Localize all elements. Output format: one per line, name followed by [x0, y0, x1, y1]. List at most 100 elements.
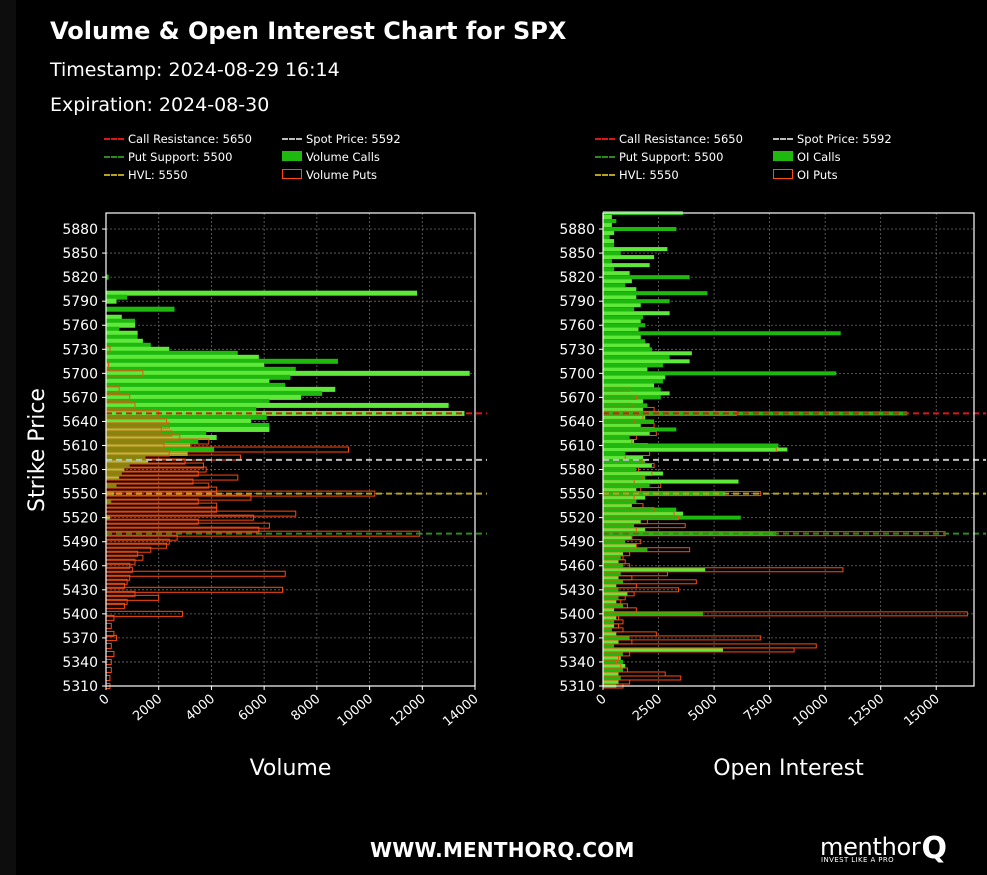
call-bar [106, 455, 146, 461]
call-bar [106, 463, 130, 469]
call-bar [106, 294, 128, 300]
y-tick-label: 5820 [559, 270, 595, 286]
call-bar [603, 623, 615, 628]
call-bar [603, 507, 677, 512]
call-bar [603, 591, 628, 596]
call-bar [603, 251, 621, 256]
y-tick-label: 5610 [559, 438, 595, 454]
x-tick-label: 10000 [335, 692, 376, 730]
call-bar [603, 563, 623, 568]
y-tick-label: 5670 [62, 390, 98, 406]
call-bar [603, 583, 617, 588]
y-tick-label: 5430 [62, 583, 98, 599]
x-tick-label: 12500 [846, 692, 887, 730]
y-tick-label: 5340 [62, 655, 98, 671]
call-bar [603, 359, 690, 364]
call-bar [106, 362, 265, 368]
call-bar [603, 675, 621, 680]
call-bar [603, 227, 677, 232]
call-bar [106, 378, 270, 384]
call-bar [603, 459, 646, 464]
call-bar [603, 383, 655, 388]
call-bar [603, 559, 619, 564]
call-bar [603, 323, 646, 328]
call-bar [106, 322, 135, 328]
call-bar [106, 430, 207, 436]
call-bar [106, 402, 449, 408]
call-bar [603, 339, 646, 344]
y-tick-label: 5580 [62, 463, 98, 479]
call-bar [603, 355, 670, 360]
call-bar [603, 531, 777, 536]
call-bar [106, 471, 122, 477]
call-bar [106, 382, 286, 388]
dashed-line-icon [773, 138, 793, 140]
expiration-label: Expiration: 2024-08-30 [50, 94, 270, 116]
call-bar [603, 663, 626, 668]
x-tick-label: 7500 [741, 692, 776, 725]
call-bar [603, 667, 623, 672]
call-bar [603, 487, 637, 492]
call-bar [603, 579, 623, 584]
call-bar [106, 342, 151, 348]
call-bar [603, 527, 646, 532]
call-bar [603, 631, 617, 636]
call-bar [603, 379, 663, 384]
call-bar [603, 291, 708, 296]
y-tick-label: 5550 [62, 487, 98, 503]
y-tick-label: 5310 [559, 679, 595, 695]
call-bar [603, 387, 661, 392]
call-bar [603, 231, 615, 236]
volume-chart: 5310 5340 5370 5400 5430 5460 5490 5520 5550 5580… [25, 212, 487, 781]
call-bar [106, 326, 120, 332]
call-bar [603, 671, 619, 676]
call-bar [106, 475, 120, 481]
call-bar [106, 434, 217, 440]
website-url[interactable]: WWW.MENTHORQ.COM [370, 838, 635, 862]
filled-box-icon [773, 151, 793, 161]
call-bar [106, 422, 270, 428]
call-bar [603, 299, 670, 304]
call-bar [603, 567, 706, 572]
call-bar [106, 274, 109, 280]
call-bar [603, 471, 663, 476]
x-tick-label: 8000 [288, 692, 323, 725]
y-tick-label: 5640 [559, 414, 595, 430]
x-tick-label: 15000 [901, 692, 942, 730]
call-bar [603, 395, 661, 400]
plot-frame [105, 212, 476, 687]
call-bar [603, 239, 615, 244]
plot-frame [602, 212, 975, 687]
x-tick-label: 2500 [630, 692, 665, 725]
call-bar [603, 279, 632, 284]
call-bar [106, 330, 138, 336]
call-bar [603, 535, 632, 540]
call-bar [106, 290, 418, 296]
call-bar [106, 390, 323, 396]
y-tick-label: 5370 [559, 631, 595, 647]
call-bar [603, 415, 646, 420]
call-bar [106, 334, 138, 340]
call-bar [603, 587, 619, 592]
call-bar [106, 515, 110, 521]
call-bar [603, 523, 635, 528]
y-tick-label: 5790 [559, 294, 595, 310]
y-tick-label: 5460 [559, 559, 595, 575]
call-bar [603, 463, 652, 468]
call-bar [603, 571, 621, 576]
call-bar [603, 275, 690, 280]
outline-box-icon [282, 169, 302, 179]
call-bar [603, 403, 648, 408]
call-bar [603, 679, 619, 684]
call-bar [603, 503, 632, 508]
call-bar [603, 639, 619, 644]
y-tick-label: 5700 [62, 366, 98, 382]
y-tick-label: 5640 [62, 414, 98, 430]
y-tick-label: 5880 [559, 222, 595, 238]
call-bar [106, 451, 188, 457]
call-bar [603, 595, 619, 600]
y-tick-label: 5460 [62, 559, 98, 575]
y-tick-label: 5370 [62, 631, 98, 647]
y-tick-label: 5520 [559, 511, 595, 527]
